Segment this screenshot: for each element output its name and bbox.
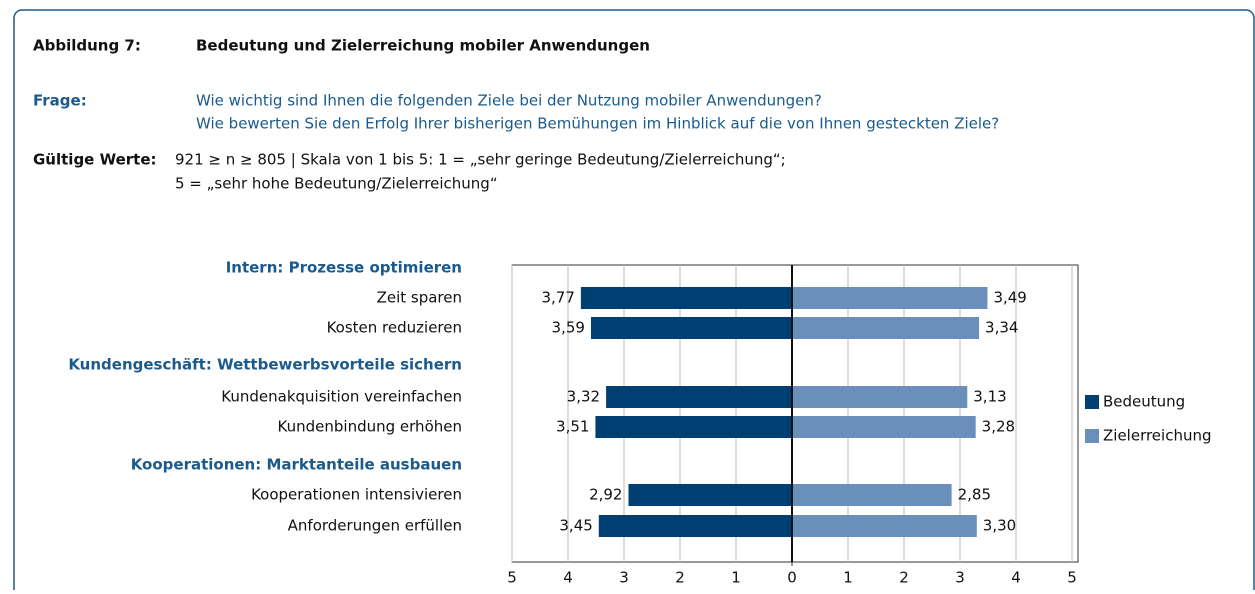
- bar: [792, 287, 988, 309]
- x-tick-label: 4: [1011, 569, 1021, 587]
- value-label: 3,51: [556, 418, 589, 436]
- legend-label: Zielerreichung: [1103, 427, 1212, 445]
- valid-label: Gültige Werte:: [33, 151, 157, 169]
- x-tick-label: 1: [731, 569, 741, 587]
- x-tick-label: 5: [507, 569, 517, 587]
- value-label: 2,85: [958, 486, 991, 504]
- bar: [792, 484, 952, 506]
- valid-line: 5 = „sehr hohe Bedeutung/Zielerreichung“: [175, 175, 498, 193]
- bar: [590, 317, 792, 339]
- legend-swatch: [1085, 429, 1099, 443]
- bar: [792, 317, 980, 339]
- x-tick-label: 4: [563, 569, 573, 587]
- category-label: Zeit sparen: [377, 289, 462, 307]
- bar: [628, 484, 792, 506]
- bar: [606, 386, 792, 408]
- bar: [598, 515, 792, 537]
- value-label: 2,92: [589, 486, 622, 504]
- value-label: 3,30: [983, 517, 1016, 535]
- question-label: Frage:: [33, 92, 87, 110]
- figure-title: Bedeutung und Zielerreichung mobiler Anw…: [196, 37, 650, 55]
- value-label: 3,77: [541, 289, 574, 307]
- bar: [580, 287, 792, 309]
- group-title: Kundengeschäft: Wettbewerbsvorteile sich…: [68, 356, 462, 374]
- value-label: 3,45: [559, 517, 592, 535]
- x-tick-label: 0: [787, 569, 797, 587]
- x-tick-label: 1: [843, 569, 853, 587]
- x-tick-label: 2: [899, 569, 909, 587]
- question-line: Wie wichtig sind Ihnen die folgenden Zie…: [196, 92, 822, 110]
- frame: [13, 9, 1255, 594]
- bar: [792, 386, 968, 408]
- value-label: 3,32: [567, 388, 600, 406]
- value-label: 3,28: [982, 418, 1015, 436]
- x-tick-label: 3: [619, 569, 629, 587]
- question-line: Wie bewerten Sie den Erfolg Ihrer bisher…: [196, 115, 999, 133]
- category-label: Kundenbindung erhöhen: [278, 418, 462, 436]
- bar: [792, 416, 976, 438]
- value-label: 3,34: [985, 319, 1018, 337]
- value-label: 3,13: [973, 388, 1006, 406]
- group-title: Kooperationen: Marktanteile ausbauen: [131, 456, 462, 474]
- category-label: Kooperationen intensivieren: [251, 486, 462, 504]
- legend-label: Bedeutung: [1103, 393, 1185, 411]
- bar: [595, 416, 792, 438]
- legend-swatch: [1085, 395, 1099, 409]
- category-label: Kundenakquisition vereinfachen: [221, 388, 462, 406]
- category-label: Anforderungen erfüllen: [288, 517, 462, 535]
- value-label: 3,59: [552, 319, 585, 337]
- figure-label: Abbildung 7:: [33, 37, 141, 55]
- x-tick-label: 3: [955, 569, 965, 587]
- x-tick-label: 2: [675, 569, 685, 587]
- valid-line: 921 ≥ n ≥ 805 | Skala von 1 bis 5: 1 = „…: [175, 151, 786, 169]
- bar: [792, 515, 977, 537]
- category-label: Kosten reduzieren: [327, 319, 462, 337]
- group-title: Intern: Prozesse optimieren: [226, 259, 462, 277]
- x-tick-label: 5: [1067, 569, 1077, 587]
- value-label: 3,49: [993, 289, 1026, 307]
